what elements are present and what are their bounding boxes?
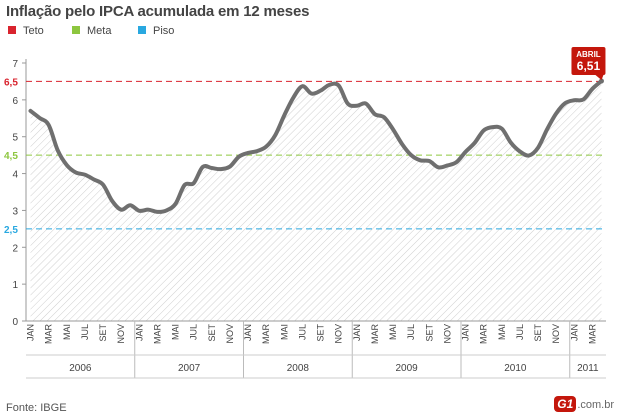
x-tick-label: MAR [261, 324, 271, 345]
callout-pointer [595, 75, 604, 80]
x-tick-label: JAN [26, 324, 36, 341]
y-tick-label: 3 [12, 206, 18, 217]
x-tick-label: JAN [134, 324, 144, 341]
x-tick-label: NOV [551, 324, 561, 344]
callout-box [571, 47, 606, 75]
year-label: 2009 [396, 363, 419, 374]
y-tick-label: 2 [12, 243, 18, 254]
series-line [28, 79, 604, 214]
year-label: 2007 [178, 363, 201, 374]
x-tick-label: JUL [80, 324, 90, 340]
x-tick-label: JAN [569, 324, 579, 341]
legend-label-teto: Teto [23, 25, 44, 37]
x-tick-label: MAR [370, 324, 380, 345]
legend-swatch-piso [138, 26, 146, 34]
x-tick-label: NOV [225, 324, 235, 344]
x-tick-label: SET [207, 324, 217, 342]
legend-swatch-teto [8, 26, 16, 34]
legend-label-piso: Piso [153, 25, 175, 37]
x-tick-label: NOV [116, 324, 126, 344]
brand[interactable]: G1 .com.br [554, 396, 614, 412]
x-tick-label: JAN [243, 324, 253, 341]
reference-label-piso: 2,5 [4, 225, 18, 236]
legend-label-meta: Meta [87, 25, 112, 37]
y-tick-label: 0 [12, 317, 18, 328]
year-label: 2011 [577, 363, 599, 374]
year-label: 2008 [287, 363, 310, 374]
x-tick-label: MAI [171, 324, 181, 340]
y-tick-label: 6 [12, 96, 18, 107]
x-tick-label: JUL [406, 324, 416, 340]
x-tick-label: MAI [279, 324, 289, 340]
reference-label-teto: 6,5 [4, 77, 18, 88]
callout-month: ABRIL [576, 50, 601, 59]
y-tick-label: 4 [12, 170, 18, 181]
legend-item-piso: Piso [138, 25, 174, 37]
x-tick-label: MAR [479, 324, 489, 345]
x-tick-label: MAR [44, 324, 54, 345]
y-tick-label: 5 [12, 133, 18, 144]
legend-swatch-meta [72, 26, 80, 34]
x-tick-label: JAN [352, 324, 362, 341]
x-tick-label: MAR [152, 324, 162, 345]
callout-value: 6,51 [577, 59, 601, 73]
brand-suffix: .com.br [577, 399, 614, 411]
g1-logo: G1 [554, 396, 577, 412]
x-tick-label: SET [533, 324, 543, 342]
x-tick-label: JUL [515, 324, 525, 340]
x-tick-label: NOV [334, 324, 344, 344]
chart-title: Inflação pelo IPCA acumulada em 12 meses [6, 3, 310, 20]
year-label: 2006 [69, 363, 92, 374]
y-tick-label: 1 [12, 280, 18, 291]
x-tick-label: MAI [62, 324, 72, 340]
y-tick-label: 7 [12, 59, 18, 70]
x-tick-label: JUL [297, 324, 307, 340]
x-tick-label: SET [316, 324, 326, 342]
x-tick-label: MAI [497, 324, 507, 340]
x-tick-label: SET [98, 324, 108, 342]
year-label: 2010 [504, 363, 527, 374]
legend-item-teto: Teto [8, 25, 44, 37]
source-note: Fonte: IBGE [6, 402, 67, 414]
x-tick-label: JAN [461, 324, 471, 341]
last-point [598, 78, 604, 84]
x-tick-label: NOV [442, 324, 452, 344]
x-tick-label: JUL [189, 324, 199, 340]
legend-item-meta: Meta [72, 25, 111, 37]
x-tick-label: MAI [388, 324, 398, 340]
x-tick-label: SET [424, 324, 434, 342]
reference-label-meta: 4,5 [4, 151, 18, 162]
area-fill [30, 81, 602, 321]
x-tick-label: MAR [587, 324, 597, 345]
